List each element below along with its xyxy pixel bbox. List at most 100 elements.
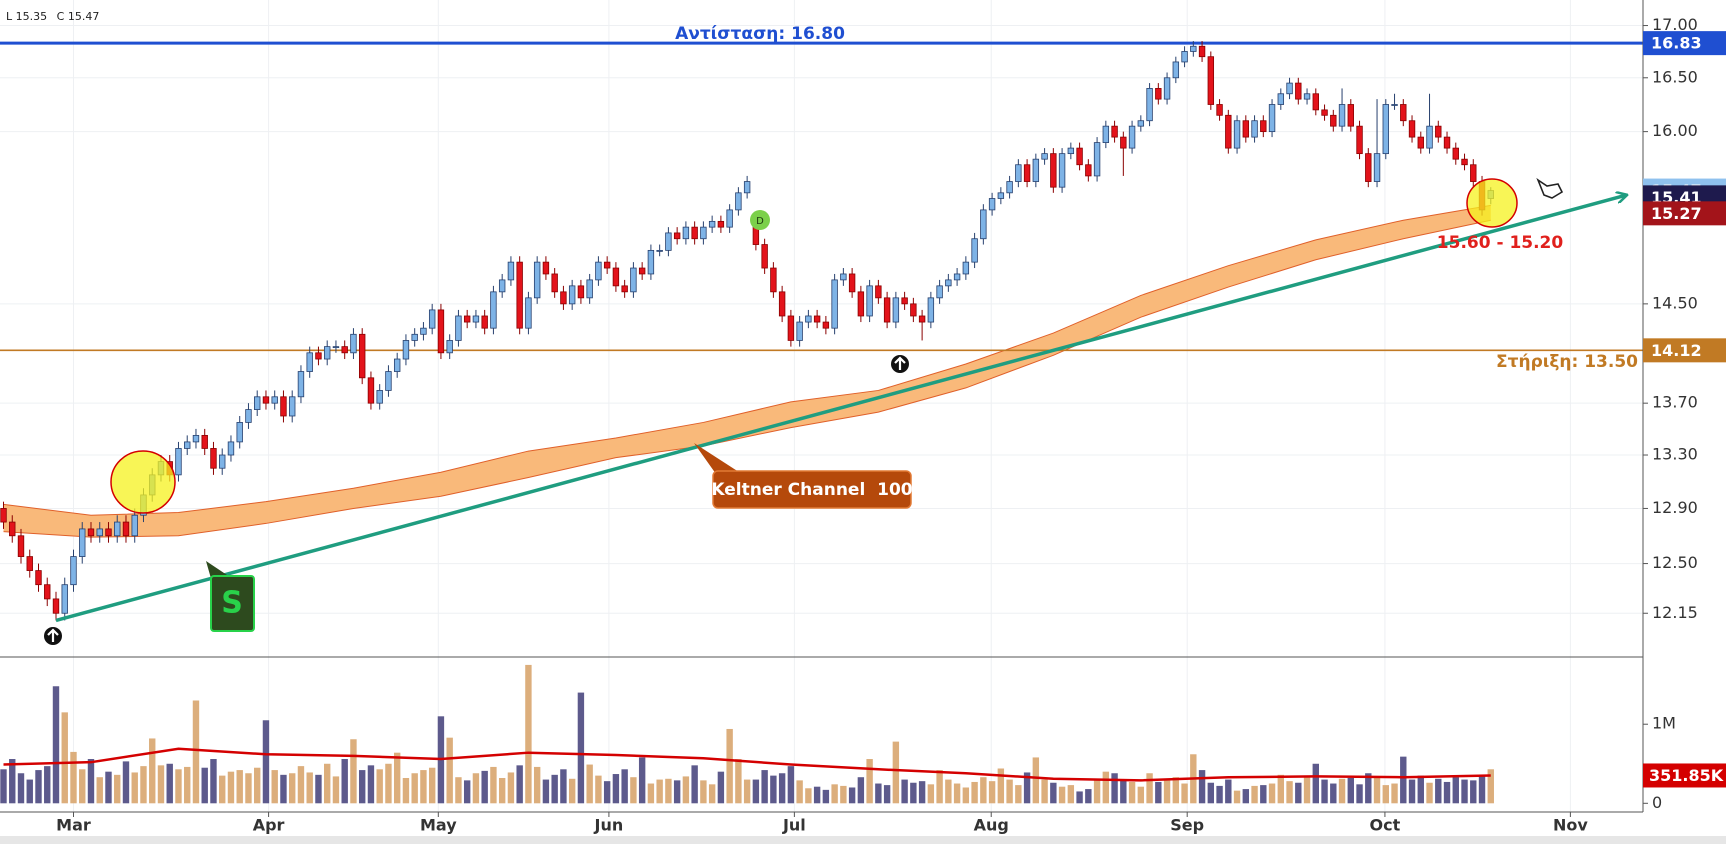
x-tick-label: Sep [1170, 816, 1204, 835]
volume-bar [166, 763, 173, 804]
volume-bar [402, 777, 410, 804]
volume-bar [1085, 789, 1092, 804]
volume-bar [901, 779, 908, 804]
x-tick-label: Jul [782, 816, 806, 835]
volume-bar [315, 774, 322, 804]
candle-body [1260, 120, 1267, 133]
trend-line [55, 195, 1626, 623]
highlight-circle [1466, 178, 1518, 228]
event-marker-label: D [756, 216, 764, 227]
candle-body [612, 267, 620, 287]
volume-bar [761, 770, 768, 804]
volume-bar [280, 774, 287, 804]
candle-body [245, 409, 252, 423]
volume-bar [393, 752, 401, 804]
candle-body [770, 267, 777, 293]
volume-bar [367, 765, 375, 804]
candle-body [813, 315, 821, 323]
volume-bar [945, 779, 952, 804]
volume-bar [1408, 779, 1416, 804]
volume-bar [1041, 779, 1048, 804]
volume-bar [525, 664, 532, 804]
status-value: 15.35 [16, 10, 48, 23]
volume-bar [79, 769, 86, 804]
candle-body [682, 226, 690, 240]
candle-body [358, 333, 366, 379]
volume-bar [175, 769, 182, 804]
volume-bar [332, 776, 340, 804]
candle-body [1067, 147, 1075, 155]
candle-body [114, 521, 121, 537]
candle-body [1058, 153, 1066, 188]
y-tick-label: 13.70 [1652, 393, 1698, 412]
candle-body [315, 352, 322, 360]
volume-bar [1338, 778, 1346, 804]
candle-body [79, 528, 86, 557]
volume-bar [455, 777, 462, 804]
candle-body [402, 340, 410, 360]
candle-body [1111, 125, 1118, 138]
candle-body [254, 396, 261, 410]
volume-bar [1093, 779, 1101, 804]
candle-body [0, 508, 7, 523]
trend [55, 195, 1626, 623]
volume-bar [35, 770, 42, 804]
volume-bar [341, 759, 348, 804]
y-tick-label: 12.50 [1652, 553, 1698, 572]
volume-bar [883, 785, 891, 804]
volume-bar [997, 768, 1005, 804]
candle-body [507, 261, 515, 281]
candle-body [1295, 82, 1302, 100]
volume-bar [1181, 783, 1188, 804]
candle-body [1181, 51, 1188, 63]
candle-body [840, 273, 847, 281]
candle-body [945, 279, 952, 287]
volume-bar [831, 784, 838, 804]
volume-bar [1198, 770, 1206, 804]
volume-bar [980, 777, 987, 804]
volume-bar [1137, 786, 1145, 804]
candle-body [1408, 120, 1416, 138]
volume-ma [3, 747, 1491, 782]
volume-bar [131, 772, 138, 804]
volume-bar [953, 783, 961, 804]
candle-body [1207, 56, 1215, 105]
candle-body [1190, 45, 1197, 52]
volume-bar [1400, 756, 1407, 804]
candle-body [437, 309, 445, 354]
volume-bar [44, 766, 51, 804]
candle-body [1303, 93, 1311, 100]
volume-bar [149, 738, 156, 804]
candle-body [962, 261, 970, 275]
candle-body [1443, 136, 1451, 149]
volume-bar [192, 700, 200, 804]
volume-bar [568, 778, 576, 804]
y-tick-label: 16.50 [1652, 67, 1698, 86]
candle-body [726, 209, 733, 228]
volume-bar [1242, 789, 1250, 804]
candle-body [376, 390, 383, 404]
volume-bar [1146, 773, 1153, 804]
volume-bar [577, 692, 585, 804]
candle-body [997, 192, 1005, 199]
volume-bar [1277, 774, 1285, 804]
keltner-callout: Keltner Channel 100 [694, 443, 913, 509]
volume-bar [140, 766, 147, 804]
target-zone-label: 15.60 - 15.20 [1437, 233, 1564, 253]
volume-bar [813, 786, 821, 804]
volume-bar [262, 720, 270, 804]
volume-bar [114, 774, 121, 804]
volume-bar [219, 775, 226, 804]
volume-bar [1216, 785, 1223, 804]
volume-bar [840, 785, 847, 804]
volume-bar [1163, 779, 1171, 804]
price-tag [1643, 31, 1726, 56]
right-axis: 12.15 12.50 12.90 13.30 13.70 14.50 16.00 16.50… [1643, 15, 1726, 812]
volume-bar [1435, 778, 1442, 804]
volume-bar [595, 775, 602, 804]
candle-body [1128, 125, 1136, 149]
volume-bar [586, 764, 593, 804]
volume-bar [1067, 785, 1075, 804]
candle-body [175, 448, 182, 476]
volume-bar [1470, 780, 1477, 804]
